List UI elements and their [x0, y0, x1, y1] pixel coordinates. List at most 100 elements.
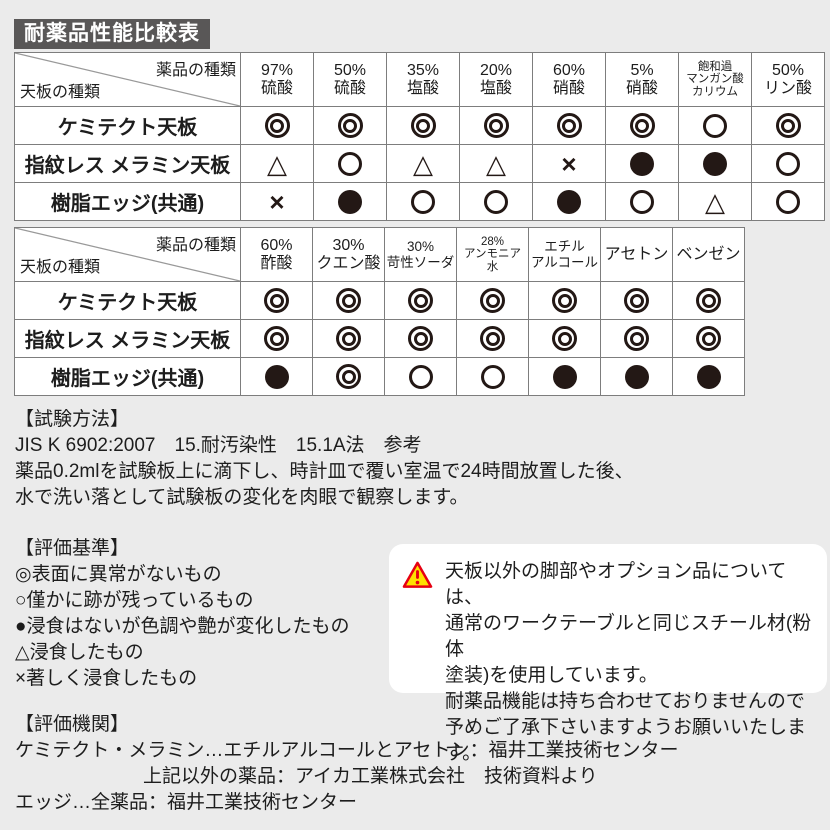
rating-cell	[459, 182, 533, 221]
rating-filled-circle	[338, 189, 362, 214]
rating-cell	[313, 144, 387, 183]
rating-cell	[240, 319, 313, 358]
rating-filled-circle	[696, 364, 721, 389]
rating-circle	[776, 151, 800, 176]
rating-cell	[384, 319, 457, 358]
rating-cell	[459, 106, 533, 145]
test-method-section: 【試験方法】 JIS K 6902:2007 15.耐汚染性 15.1A法 参考…	[15, 407, 634, 511]
evaluation-organizations-line: エッジ…全薬品：福井工業技術センター	[15, 792, 358, 813]
rating-double-circle	[264, 288, 289, 313]
rating-cell	[528, 319, 601, 358]
evaluation-organizations-line: ケミテクト・メラミン…エチルアルコールとアセトン：福井工業技術センター	[15, 740, 679, 761]
rating-triangle: △	[267, 148, 287, 179]
acid-resistance-table: 薬品の種類 天板の種類 97% 硫酸 50% 硫酸 35% 塩酸 20% 塩酸 60% 硝酸…	[14, 52, 825, 221]
rating-double-circle	[483, 113, 509, 138]
rating-double-circle	[336, 364, 361, 389]
rating-triangle: △	[705, 186, 725, 217]
rating-cell: △	[678, 182, 752, 221]
column-header-chemical: 35% 塩酸	[386, 52, 460, 107]
test-method-line: JIS K 6902:2007 15.耐汚染性 15.1A法 参考	[15, 435, 422, 456]
corner-label-chemical-type: 薬品の種類	[155, 237, 236, 254]
column-header-chemical: 97% 硫酸	[240, 52, 314, 107]
caution-note-line: 耐薬品機能は持ち合わせておりませんので	[445, 691, 805, 712]
rating-cell	[672, 357, 745, 396]
rating-legend-section: 【評価基準】 ◎表面に異常がないもの ○僅かに跡が残っているもの ●浸食はないが…	[15, 536, 349, 692]
column-header-chemical: 5% 硝酸	[605, 52, 679, 107]
rating-cell	[600, 319, 673, 358]
column-header-chemical: 20% 塩酸	[459, 52, 533, 107]
rating-cell	[532, 106, 606, 145]
evaluation-organizations-line: 上記以外の薬品：アイカ工業株式会社 技術資料より	[143, 766, 598, 787]
column-header-chemical: 28% アンモニア 水	[456, 227, 529, 282]
rating-legend-heading: 【評価基準】	[15, 538, 130, 559]
rating-double-circle	[264, 113, 290, 138]
rating-cell	[240, 357, 313, 396]
corner-label-top-type: 天板の種類	[20, 84, 101, 101]
column-header-chemical: 30% クエン酸	[312, 227, 385, 282]
caution-note-line: 通常のワークテーブルと同じスチール材(粉体	[445, 613, 812, 660]
row-header-top-type: 樹脂エッジ(共通)	[14, 182, 241, 221]
column-header-chemical: アセトン	[600, 227, 673, 282]
corner-label-chemical-type: 薬品の種類	[155, 62, 236, 79]
row-header-top-type: 指紋レス メラミン天板	[14, 319, 241, 358]
test-method-heading: 【試験方法】	[15, 409, 130, 430]
column-header-chemical: ベンゼン	[672, 227, 745, 282]
rating-filled-circle	[264, 364, 289, 389]
table-row: 指紋レス メラミン天板 △ △ △ ×	[14, 144, 825, 183]
rating-filled-circle	[703, 151, 727, 176]
rating-cell	[386, 182, 460, 221]
rating-cell	[532, 182, 606, 221]
solvent-resistance-table: 薬品の種類 天板の種類 60% 酢酸 30% クエン酸 30% 苛性ソーダ 28% アンモ…	[14, 227, 745, 396]
rating-cell	[751, 106, 825, 145]
rating-legend-line: ×著しく浸食したもの	[15, 668, 198, 689]
rating-circle	[630, 189, 654, 214]
rating-cell	[456, 357, 529, 396]
rating-circle	[480, 364, 505, 389]
rating-filled-circle	[624, 364, 649, 389]
evaluation-organizations-heading: 【評価機関】	[15, 714, 130, 735]
rating-cell	[528, 281, 601, 320]
rating-cell	[672, 319, 745, 358]
rating-cell	[312, 357, 385, 396]
column-header-chemical: 50% リン酸	[751, 52, 825, 107]
caution-note-line: 予めご了承下さいますようお願いいたします。	[445, 717, 807, 764]
page-title: 耐薬品性能比較表	[14, 19, 210, 50]
column-header-chemical: 50% 硫酸	[313, 52, 387, 107]
row-header-top-type: ケミテクト天板	[14, 106, 241, 145]
rating-circle	[484, 189, 508, 214]
caution-note-box: 天板以外の脚部やオプション品については、 通常のワークテーブルと同じスチール材(…	[389, 544, 827, 764]
rating-cell: △	[459, 144, 533, 183]
corner-cell: 薬品の種類天板の種類	[14, 52, 241, 107]
rating-double-circle	[624, 326, 649, 351]
table-row: ケミテクト天板	[14, 106, 825, 145]
rating-double-circle	[264, 326, 289, 351]
rating-cell	[456, 319, 529, 358]
rating-cell	[384, 281, 457, 320]
rating-cell: △	[240, 144, 314, 183]
rating-double-circle	[337, 113, 363, 138]
table-row: ケミテクト天板	[14, 281, 745, 320]
row-header-top-type: 指紋レス メラミン天板	[14, 144, 241, 183]
warning-triangle-icon	[402, 561, 433, 588]
rating-legend-line: △浸食したもの	[15, 642, 144, 663]
rating-cell: △	[386, 144, 460, 183]
rating-double-circle	[480, 288, 505, 313]
rating-double-circle	[408, 326, 433, 351]
diagonal-divider	[15, 228, 240, 281]
rating-cell	[605, 182, 679, 221]
evaluation-organizations-section: 【評価機関】 ケミテクト・メラミン…エチルアルコールとアセトン：福井工業技術セン…	[15, 712, 678, 816]
rating-legend-line: ●浸食はないが色調や艶が変化したもの	[15, 616, 350, 637]
rating-cell	[386, 106, 460, 145]
rating-double-circle	[696, 326, 721, 351]
rating-triangle: △	[486, 148, 506, 179]
rating-legend-line: ◎表面に異常がないもの	[15, 564, 222, 585]
rating-cell: ×	[532, 144, 606, 183]
rating-double-circle	[624, 288, 649, 313]
table-row: 樹脂エッジ(共通) × △	[14, 182, 825, 221]
test-method-line: 水で洗い落として試験板の変化を肉眼で観察します。	[15, 487, 469, 508]
rating-cell: ×	[240, 182, 314, 221]
column-header-chemical: 飽和過 マンガン酸 カリウム	[678, 52, 752, 107]
rating-double-circle	[552, 288, 577, 313]
rating-cell	[313, 106, 387, 145]
corner-label-top-type: 天板の種類	[20, 259, 101, 276]
